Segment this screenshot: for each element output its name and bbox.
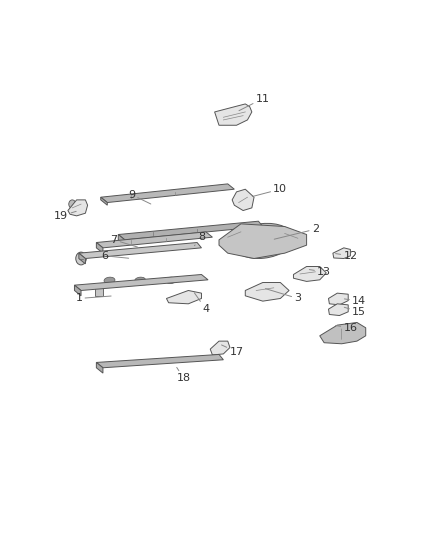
- Text: 2: 2: [274, 224, 319, 239]
- Text: 16: 16: [336, 323, 357, 333]
- Text: 18: 18: [177, 367, 191, 383]
- Text: 19: 19: [54, 211, 76, 221]
- Polygon shape: [96, 362, 103, 373]
- Bar: [95, 287, 103, 296]
- Polygon shape: [215, 104, 252, 125]
- Text: 10: 10: [252, 184, 287, 197]
- Ellipse shape: [166, 277, 176, 284]
- Text: 11: 11: [239, 94, 270, 111]
- Text: 4: 4: [194, 293, 209, 314]
- Polygon shape: [293, 266, 326, 281]
- Circle shape: [76, 252, 86, 265]
- Polygon shape: [101, 197, 107, 205]
- Polygon shape: [245, 282, 289, 301]
- Text: 15: 15: [344, 307, 366, 317]
- Polygon shape: [74, 274, 208, 290]
- Text: 13: 13: [309, 267, 331, 277]
- Polygon shape: [74, 285, 81, 296]
- Text: 8: 8: [194, 232, 205, 246]
- Ellipse shape: [232, 223, 293, 259]
- Polygon shape: [79, 253, 85, 264]
- Text: 1: 1: [75, 294, 111, 303]
- Text: 14: 14: [344, 296, 366, 306]
- Polygon shape: [333, 248, 350, 259]
- Polygon shape: [166, 290, 201, 304]
- Polygon shape: [118, 235, 125, 245]
- Polygon shape: [96, 232, 212, 248]
- Ellipse shape: [135, 277, 145, 284]
- Polygon shape: [328, 293, 348, 305]
- Polygon shape: [68, 200, 88, 216]
- Text: 17: 17: [222, 345, 244, 357]
- Polygon shape: [118, 221, 263, 240]
- Polygon shape: [101, 184, 234, 203]
- Text: 12: 12: [336, 251, 357, 261]
- Polygon shape: [96, 354, 223, 368]
- Polygon shape: [96, 243, 103, 253]
- Text: 9: 9: [128, 190, 151, 204]
- Polygon shape: [320, 322, 366, 344]
- Polygon shape: [210, 341, 230, 355]
- Circle shape: [69, 200, 76, 208]
- Polygon shape: [232, 189, 254, 211]
- Polygon shape: [328, 304, 348, 316]
- Ellipse shape: [255, 238, 266, 244]
- Text: 7: 7: [110, 235, 138, 247]
- Polygon shape: [219, 224, 307, 259]
- Ellipse shape: [104, 277, 115, 284]
- Ellipse shape: [247, 233, 274, 249]
- Text: 3: 3: [265, 289, 301, 303]
- Polygon shape: [79, 243, 201, 259]
- Text: 6: 6: [102, 251, 129, 261]
